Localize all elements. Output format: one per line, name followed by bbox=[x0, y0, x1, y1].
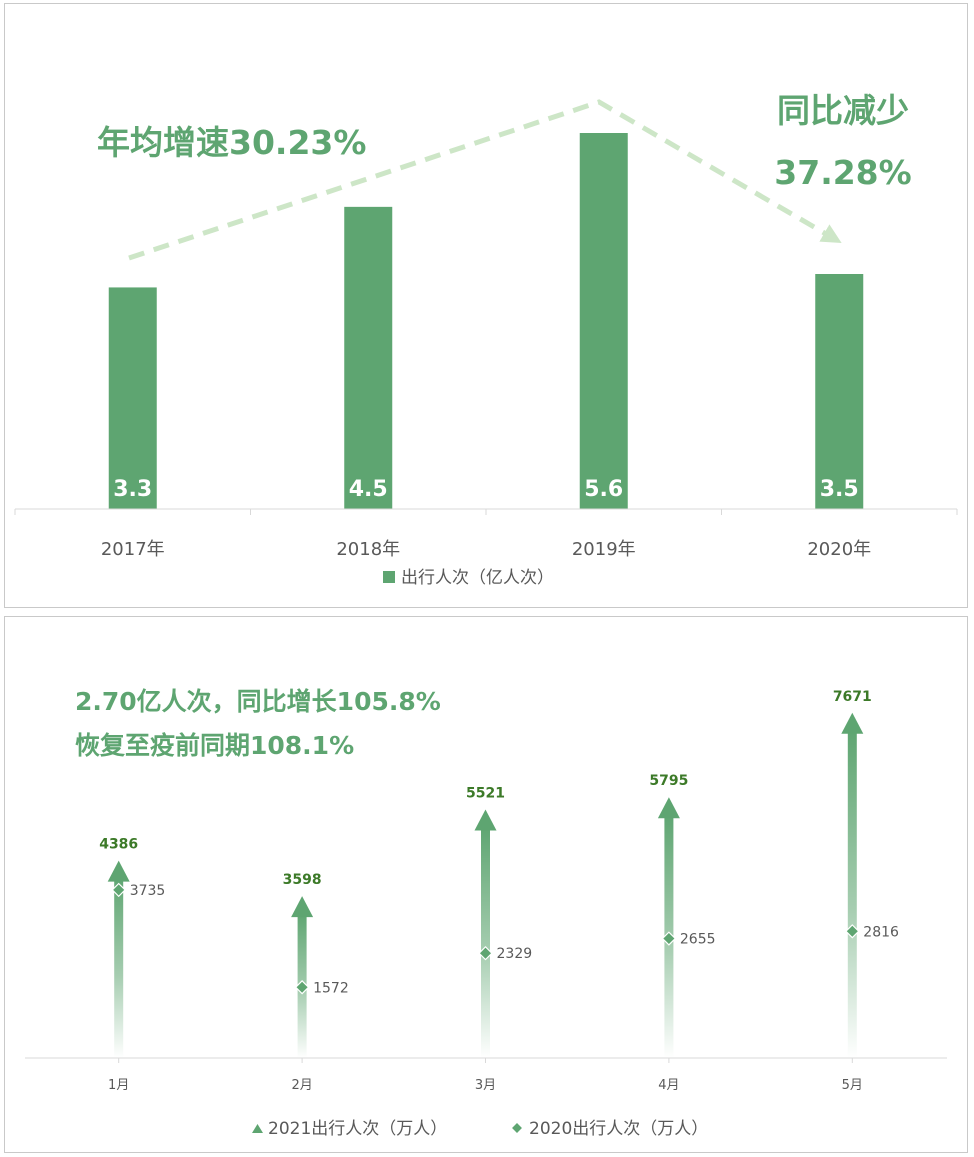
x-tick-label: 2020年 bbox=[807, 539, 871, 560]
value-2021-label: 7671 bbox=[833, 689, 872, 705]
legend-2021-label: 2021出行人次（万人） bbox=[268, 1119, 447, 1139]
value-2021-label: 5521 bbox=[466, 786, 505, 802]
marker-2020-diamond bbox=[111, 882, 126, 898]
value-2020-label: 2655 bbox=[680, 932, 716, 948]
x-tick-label: 2月 bbox=[291, 1078, 312, 1093]
value-2020-label: 3735 bbox=[130, 883, 166, 899]
summary-line1: 2.70亿人次，同比增长105.8% bbox=[75, 687, 441, 716]
annual-travel-bar-chart: 3.3 4.5 5.6 3.5 2017年 2018年 2019年 2020年 年均增速30… bbox=[14, 91, 958, 588]
marker-2020-diamond bbox=[478, 945, 493, 961]
summary-line2: 恢复至疫前同期108.1% bbox=[75, 731, 354, 760]
bar-2017年 bbox=[108, 287, 157, 509]
trend-arrow bbox=[128, 99, 842, 261]
x-tick-label: 2019年 bbox=[572, 539, 636, 560]
x-tick-label: 1月 bbox=[108, 1078, 129, 1093]
bar-2018年 bbox=[344, 206, 393, 509]
marker-2020-diamond bbox=[661, 931, 677, 946]
value-2021-label: 4386 bbox=[99, 837, 138, 853]
monthly-travel-chart-panel: 2.70亿人次，同比增长105.8% 恢复至疫前同期108.1% 4386 373… bbox=[4, 616, 968, 1153]
x-tick-label: 4月 bbox=[658, 1078, 679, 1093]
legend-swatch bbox=[383, 571, 395, 583]
marker-2020-diamond bbox=[294, 980, 310, 995]
arrow-2021-head bbox=[107, 860, 130, 882]
bar-2020年 bbox=[815, 274, 864, 509]
bar-value-label: 3.5 bbox=[820, 477, 859, 502]
legend-diamond-icon bbox=[512, 1123, 522, 1133]
arrow-2021-head bbox=[657, 797, 680, 819]
arrow-2021-shaft bbox=[847, 728, 857, 1058]
arrow-2021-head bbox=[841, 712, 864, 734]
x-tick-label: 2018年 bbox=[336, 539, 400, 560]
growth-annotation: 年均增速30.23% bbox=[97, 123, 366, 162]
bar-2019年 bbox=[579, 133, 628, 509]
decline-annotation-line2: 37.28% bbox=[774, 153, 911, 192]
decline-annotation-line1: 同比减少 bbox=[777, 91, 909, 130]
legend-label: 出行人次（亿人次） bbox=[401, 568, 554, 588]
value-2020-label: 1572 bbox=[313, 980, 349, 996]
value-2021-label: 3598 bbox=[283, 872, 322, 888]
marker-2020-diamond bbox=[845, 924, 860, 939]
annual-travel-chart-panel: 3.3 4.5 5.6 3.5 2017年 2018年 2019年 2020年 年均增速30… bbox=[4, 3, 968, 608]
value-2020-label: 2816 bbox=[863, 924, 899, 940]
value-2020-label: 2329 bbox=[497, 946, 533, 962]
arrow-2021-shaft bbox=[481, 825, 490, 1058]
monthly-travel-arrow-chart: 2.70亿人次，同比增长105.8% 恢复至疫前同期108.1% 4386 373… bbox=[25, 687, 947, 1139]
value-2021-label: 5795 bbox=[649, 773, 688, 789]
arrow-2021-shaft bbox=[114, 876, 124, 1058]
x-tick-label: 2017年 bbox=[101, 539, 165, 560]
legend-2020-label: 2020出行人次（万人） bbox=[529, 1119, 708, 1139]
bar-value-label: 5.6 bbox=[584, 477, 623, 502]
arrow-2021-head bbox=[474, 809, 497, 831]
x-tick-label: 3月 bbox=[475, 1078, 496, 1093]
arrow-2021-head bbox=[291, 896, 314, 918]
bar-value-label: 3.3 bbox=[113, 477, 152, 502]
bar-value-label: 4.5 bbox=[349, 477, 388, 502]
legend-triangle-icon bbox=[252, 1124, 263, 1133]
x-tick-label: 5月 bbox=[842, 1078, 863, 1093]
